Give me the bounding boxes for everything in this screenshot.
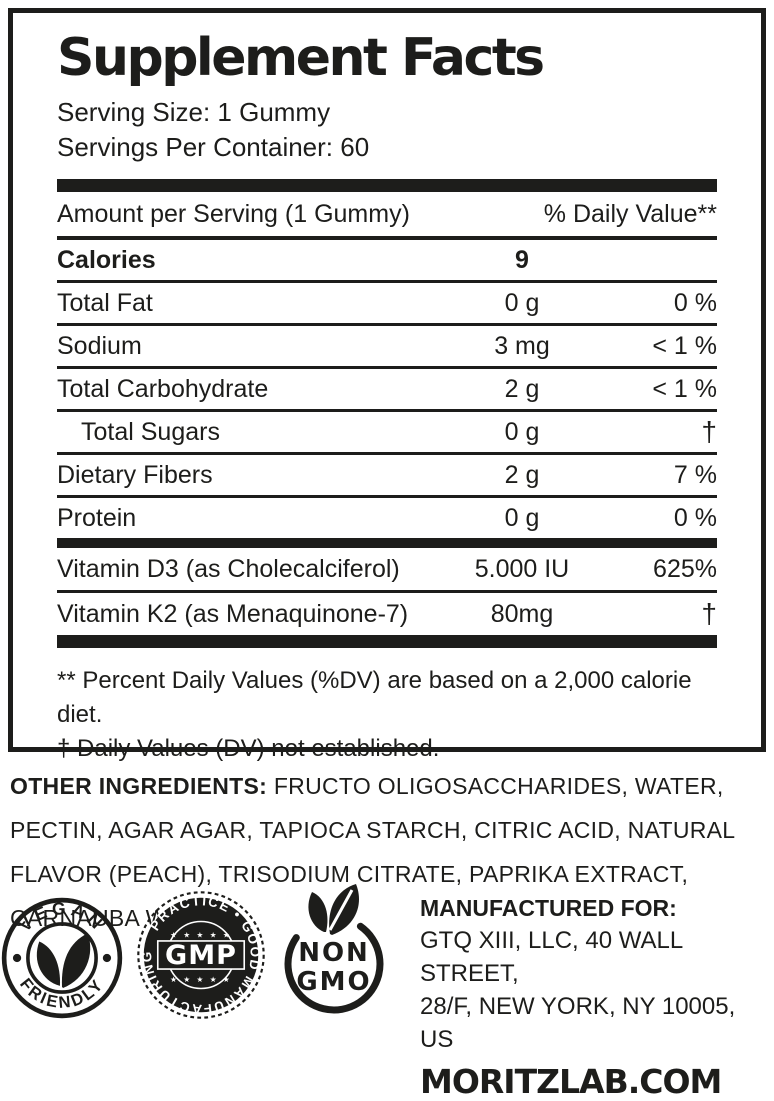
vegan-friendly-badge: VEGAN FRIENDLY (1, 897, 123, 1019)
nutrient-dv: 625% (653, 554, 717, 583)
table-row-total-carbohydrate: Total Carbohydrate 2 g < 1 % (57, 369, 717, 412)
divider-thick-top (57, 179, 717, 192)
badge-top-text: VEGAN (15, 898, 109, 935)
divider-thick-middle (57, 538, 717, 548)
table-row-vitamin-d3: Vitamin D3 (as Cholecalciferol) 5.000 IU… (57, 548, 717, 593)
serving-info: Serving Size: 1 Gummy Servings Per Conta… (57, 95, 717, 165)
panel-title: Supplement Facts (57, 28, 545, 88)
nutrient-label: Calories (57, 245, 156, 274)
nutrient-dv: < 1 % (652, 331, 717, 360)
nutrient-amount: 3 mg (494, 331, 550, 360)
nutrient-amount: 5.000 IU (474, 554, 570, 583)
manufacturer-address-line1: GTQ XIII, LLC, 40 WALL STREET, (420, 927, 683, 987)
footnotes: ** Percent Daily Values (%DV) are based … (57, 664, 717, 766)
other-ingredients-label: OTHER INGREDIENTS: (10, 773, 268, 799)
nutrient-dv: 0 % (673, 288, 717, 317)
manufacturer-website: MORITZLAB.COM (420, 1062, 722, 1101)
nutrient-dv: 0 % (673, 503, 717, 532)
badge-center-text: GMP (165, 940, 237, 971)
serving-size: Serving Size: 1 Gummy (57, 97, 331, 127)
divider-thick-bottom (57, 635, 717, 648)
nutrient-label: Total Carbohydrate (57, 374, 269, 403)
nutrient-label: Dietary Fibers (57, 460, 213, 489)
supplement-facts-panel: Supplement Facts Serving Size: 1 Gummy S… (8, 8, 766, 762)
nutrient-dv: † (701, 416, 717, 447)
manufactured-for-label: MANUFACTURED FOR: (420, 895, 677, 921)
non-gmo-badge: NON GMO (284, 884, 384, 1014)
nutrient-dv: < 1 % (652, 374, 717, 403)
header-daily-value: % Daily Value** (543, 199, 717, 228)
nutrient-amount: 80mg (490, 599, 554, 628)
nutrient-amount: 0 g (504, 417, 540, 446)
dot-left (12, 953, 22, 963)
footnote-dagger: † Daily Values (DV) not established. (57, 735, 440, 762)
servings-per-container: Servings Per Container: 60 (57, 132, 370, 162)
nutrient-amount: 0 g (504, 503, 540, 532)
nutrient-amount: 9 (515, 245, 529, 274)
nutrient-label: Vitamin D3 (as Cholecalciferol) (57, 554, 400, 583)
nutrient-amount: 0 g (504, 288, 540, 317)
nutrient-label: Total Fat (57, 288, 153, 317)
badge-inner-ring (26, 922, 98, 994)
nutrient-label: Vitamin K2 (as Menaquinone-7) (57, 599, 409, 628)
nutrient-label: Protein (57, 503, 137, 532)
leaf-icon (36, 933, 91, 988)
table-row-protein: Protein 0 g 0 % (57, 498, 717, 538)
stars-top: ★ ★ ★ ★ ★ (170, 931, 232, 940)
badge-outer-ring (1, 897, 123, 1019)
badge-open-ring (284, 922, 384, 1014)
badge-ribbon (156, 940, 246, 970)
table-row-calories: Calories 9 (57, 240, 717, 283)
header-amount-per-serving: Amount per Serving (1 Gummy) (57, 199, 410, 228)
non-gmo-line1: NON (298, 938, 370, 968)
leaf-icon (308, 884, 359, 935)
gmp-badge: PRACTICE • GOOD MANUFACTURING ★ ★ ★ ★ ★ … (136, 888, 266, 1022)
nutrient-dv: † (701, 598, 717, 629)
footnote-daily-values: ** Percent Daily Values (%DV) are based … (57, 667, 692, 728)
manufacturer-address-line2: 28/F, NEW YORK, NY 10005, US (420, 993, 736, 1053)
nutrient-label: Total Sugars (81, 417, 220, 446)
stars-bottom: ★ ★ ★ ★ ★ (170, 975, 232, 984)
table-row-total-fat: Total Fat 0 g 0 % (57, 283, 717, 326)
nutrient-amount: 2 g (504, 374, 540, 403)
table-row-vitamin-k2: Vitamin K2 (as Menaquinone-7) 80mg † (57, 593, 717, 635)
nutrient-label: Sodium (57, 331, 142, 360)
manufacturer-info: MANUFACTURED FOR: GTQ XIII, LLC, 40 WALL… (420, 892, 770, 1101)
table-row-sodium: Sodium 3 mg < 1 % (57, 326, 717, 369)
non-gmo-line2: GMO (296, 967, 371, 997)
nutrient-amount: 2 g (504, 460, 540, 489)
nutrient-dv: 7 % (673, 460, 717, 489)
table-header-row: Amount per Serving (1 Gummy) % Daily Val… (57, 192, 717, 240)
dot-right (102, 953, 112, 963)
table-row-dietary-fibers: Dietary Fibers 2 g 7 % (57, 455, 717, 498)
table-row-total-sugars: Total Sugars 0 g † (57, 412, 717, 455)
